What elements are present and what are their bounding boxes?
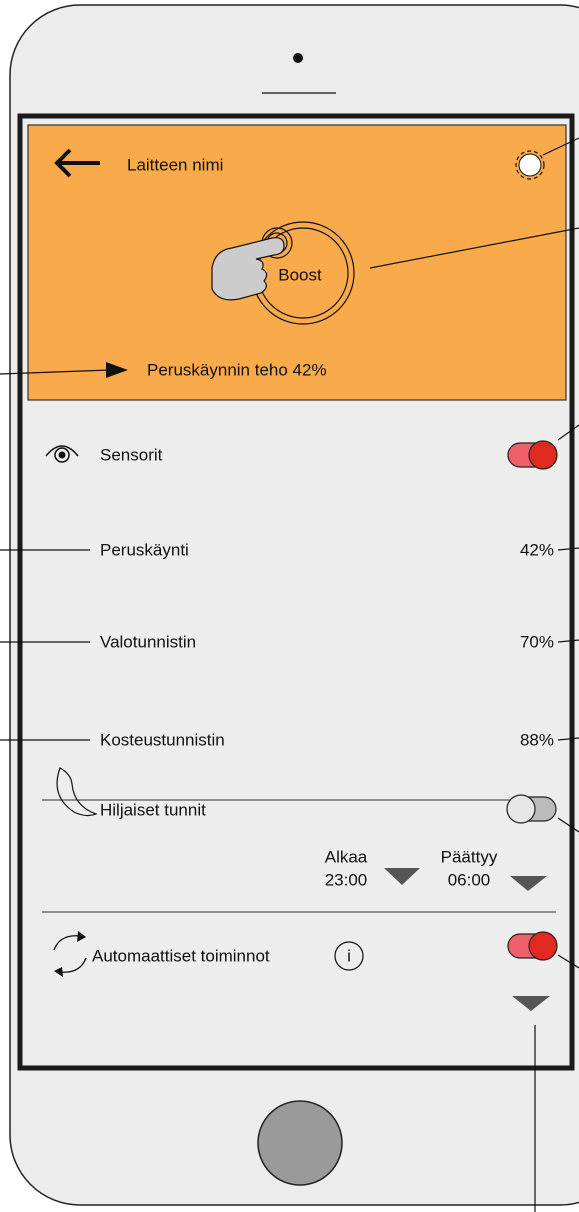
page: Laitteen nimi Boost Peruskäynnin teho 42… <box>0 0 579 1212</box>
toggle-knob <box>507 795 535 823</box>
header <box>28 125 566 400</box>
end-label: Päättyy <box>441 847 498 866</box>
row-value: 42% <box>520 540 554 559</box>
quiet-label: Hiljaiset tunnit <box>100 800 206 819</box>
row-label: Valotunnistin <box>100 632 196 651</box>
home-button[interactable] <box>258 1101 342 1185</box>
row-label: Kosteustunnistin <box>100 730 225 749</box>
end-time[interactable]: 06:00 <box>448 870 491 889</box>
sensors-toggle[interactable] <box>508 441 557 469</box>
base-power: Peruskäynnin teho 42% <box>147 360 327 379</box>
device-name: Laitteen nimi <box>127 155 223 174</box>
row-label: Peruskäynti <box>100 540 189 559</box>
speaker-dot <box>293 53 303 63</box>
start-label: Alkaa <box>325 847 368 866</box>
row-value: 70% <box>520 632 554 651</box>
row-value: 88% <box>520 730 554 749</box>
boost-label: Boost <box>278 265 322 284</box>
automation-toggle[interactable] <box>508 932 557 960</box>
sensors-label: Sensorit <box>100 445 163 464</box>
quiet-toggle[interactable] <box>507 795 556 823</box>
toggle-knob <box>529 441 557 469</box>
start-time[interactable]: 23:00 <box>325 870 368 889</box>
info-label: i <box>347 946 351 965</box>
toggle-knob <box>529 932 557 960</box>
automation-label: Automaattiset toiminnot <box>92 946 270 965</box>
